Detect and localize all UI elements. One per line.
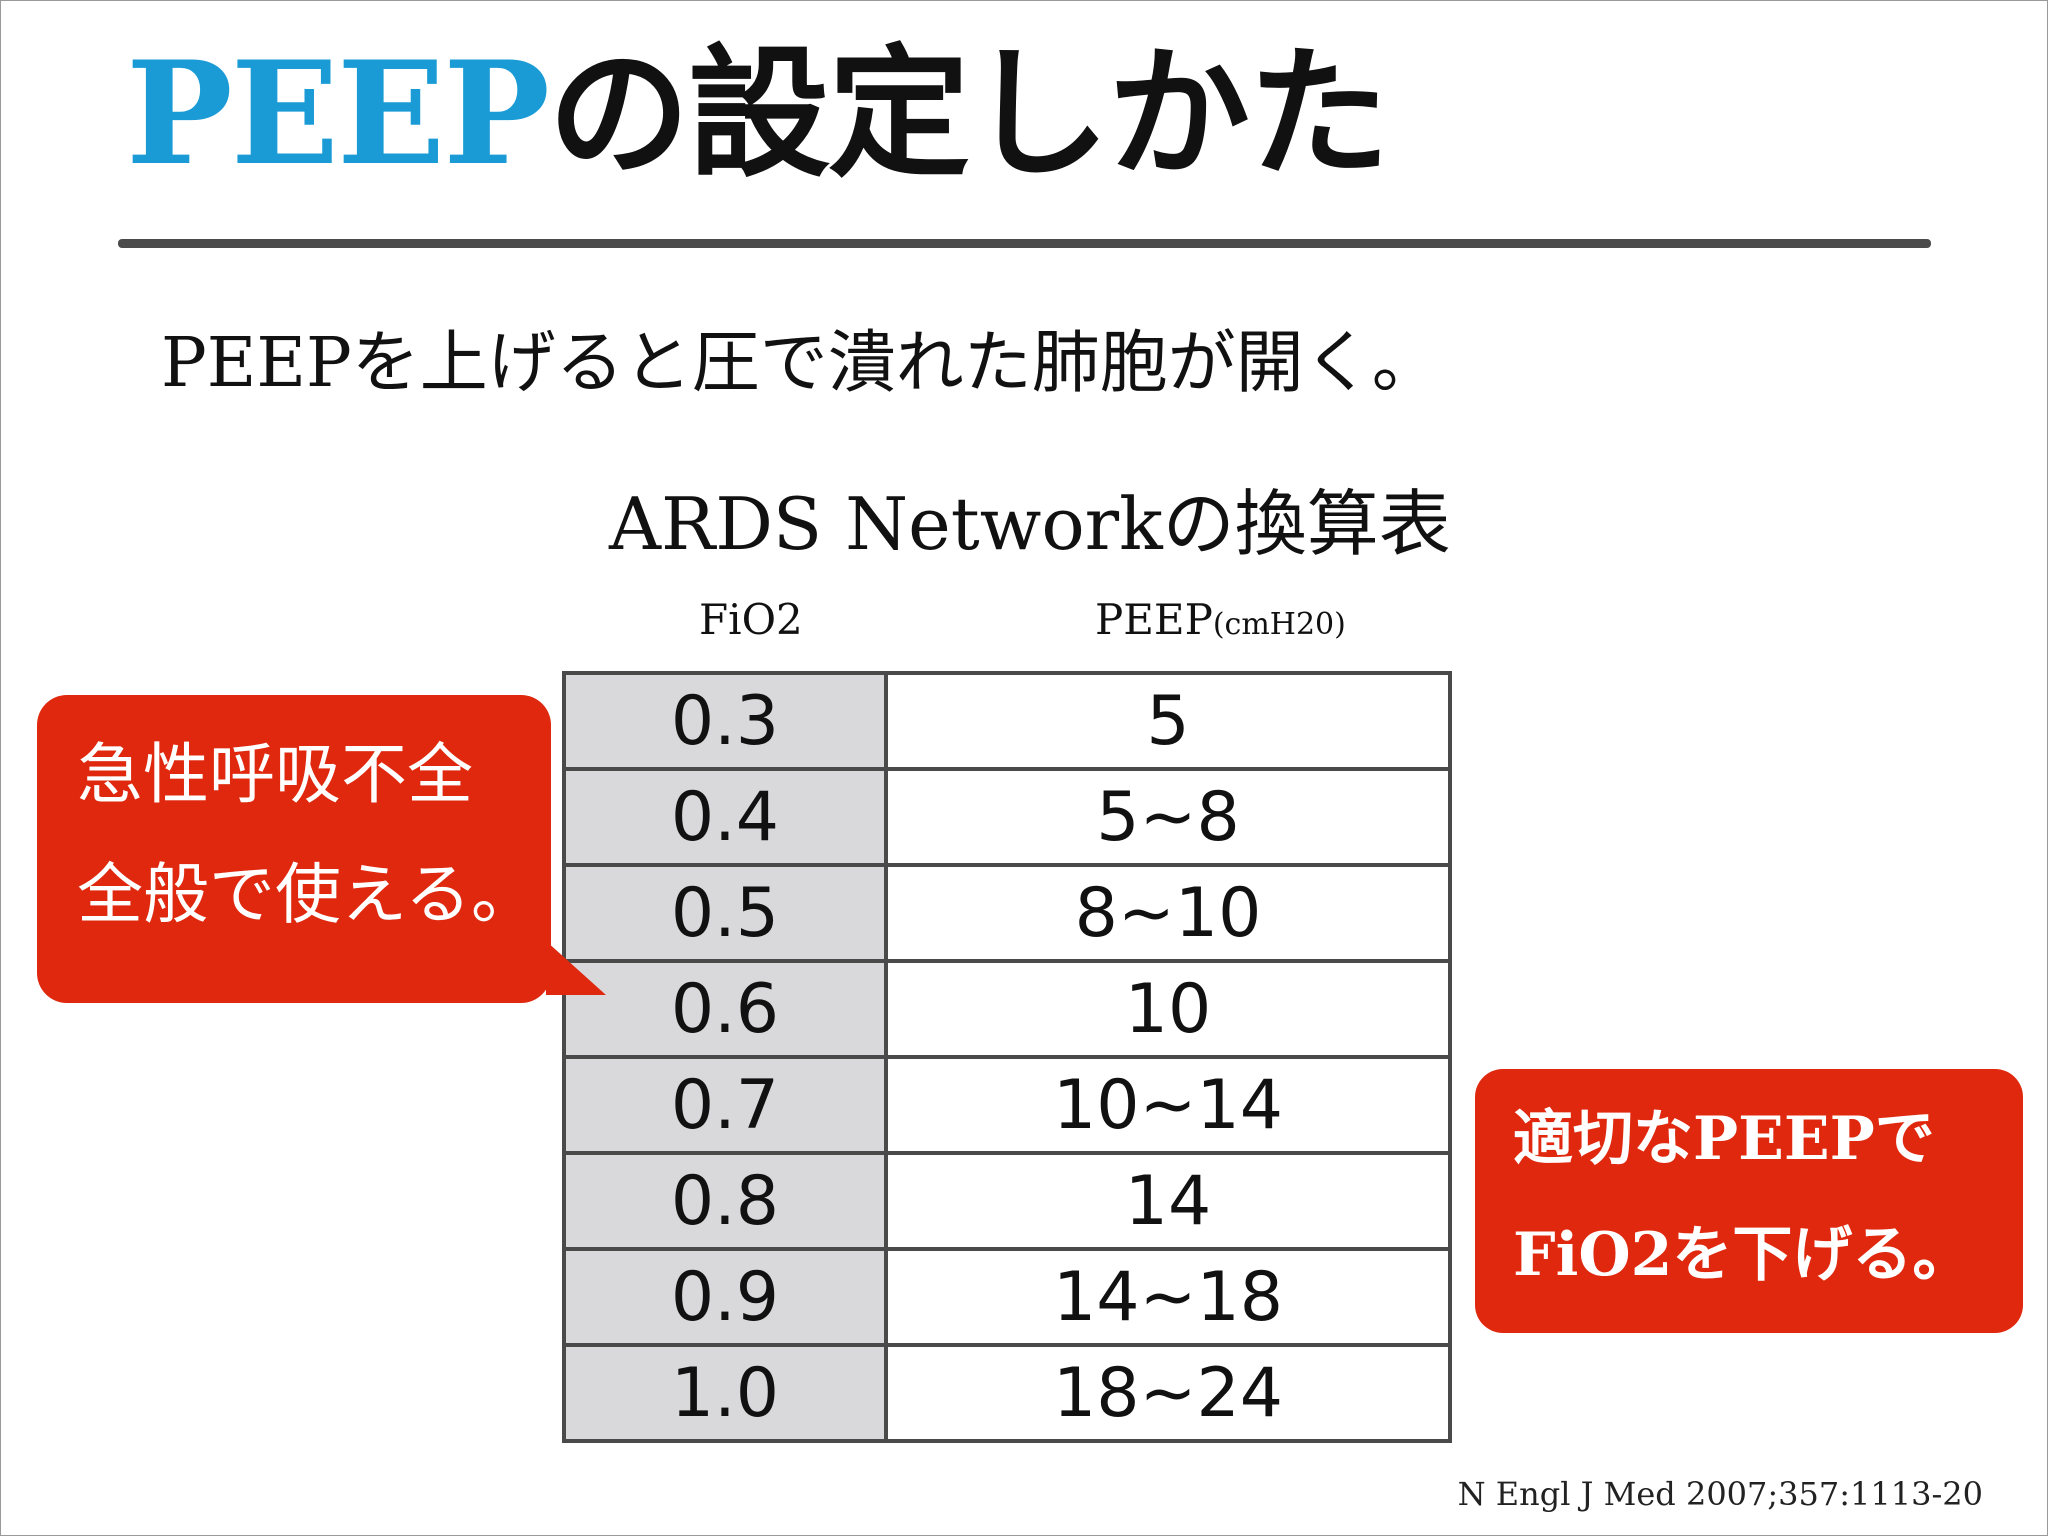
table-cell-fio2: 0.9 (566, 1251, 884, 1343)
table-cell-peep: 14 (888, 1155, 1448, 1247)
table-cell-peep: 5~8 (888, 771, 1448, 863)
title-divider (118, 239, 1931, 248)
table-cell-fio2: 0.5 (566, 867, 884, 959)
table-cell-peep: 10~14 (888, 1059, 1448, 1151)
subtitle: PEEPを上げると圧で潰れた肺胞が開く。 (161, 324, 1440, 403)
callout-left-tail (546, 941, 671, 995)
table-cell-fio2: 0.4 (566, 771, 884, 863)
table-cell-peep: 5 (888, 675, 1448, 767)
table-cell-peep: 10 (888, 963, 1448, 1055)
callout-left: 急性呼吸不全 全般で使える。 (37, 695, 551, 1003)
table-cell-fio2: 1.0 (566, 1347, 884, 1439)
title-rest: の設定しかた (548, 31, 1390, 197)
table-cell-fio2: 0.6 (566, 963, 884, 1055)
callout-left-line: 急性呼吸不全 (77, 736, 473, 813)
column-header-peep: PEEP(cmH20) (1095, 595, 1346, 645)
table-cell-fio2: 0.8 (566, 1155, 884, 1247)
citation: N Engl J Med 2007;357:1113-20 (1457, 1475, 1983, 1513)
table-cell-peep: 14~18 (888, 1251, 1448, 1343)
column-header-peep-main: PEEP (1095, 595, 1213, 644)
column-header-peep-unit: (cmH20) (1212, 607, 1346, 642)
conversion-table: 0.3 5 0.4 5~8 0.5 8~10 0.6 10 0.7 10~14 … (562, 671, 1452, 1443)
table-cell-peep: 18~24 (888, 1347, 1448, 1439)
callout-right-line: FiO2を下げる。 (1513, 1220, 1973, 1290)
page-title: PEEPの設定しかた (126, 36, 1390, 192)
table-caption: ARDS Networkの換算表 (609, 482, 1451, 566)
callout-right-line: 適切なPEEPで (1513, 1104, 1935, 1174)
table-cell-fio2: 0.7 (566, 1059, 884, 1151)
column-header-fio2: FiO2 (699, 595, 803, 644)
table-cell-fio2: 0.3 (566, 675, 884, 767)
callout-left-line: 全般で使える。 (77, 856, 538, 933)
title-accent: PEEP (126, 31, 550, 197)
callout-right: 適切なPEEPで FiO2を下げる。 (1475, 1069, 2023, 1333)
table-cell-peep: 8~10 (888, 867, 1448, 959)
